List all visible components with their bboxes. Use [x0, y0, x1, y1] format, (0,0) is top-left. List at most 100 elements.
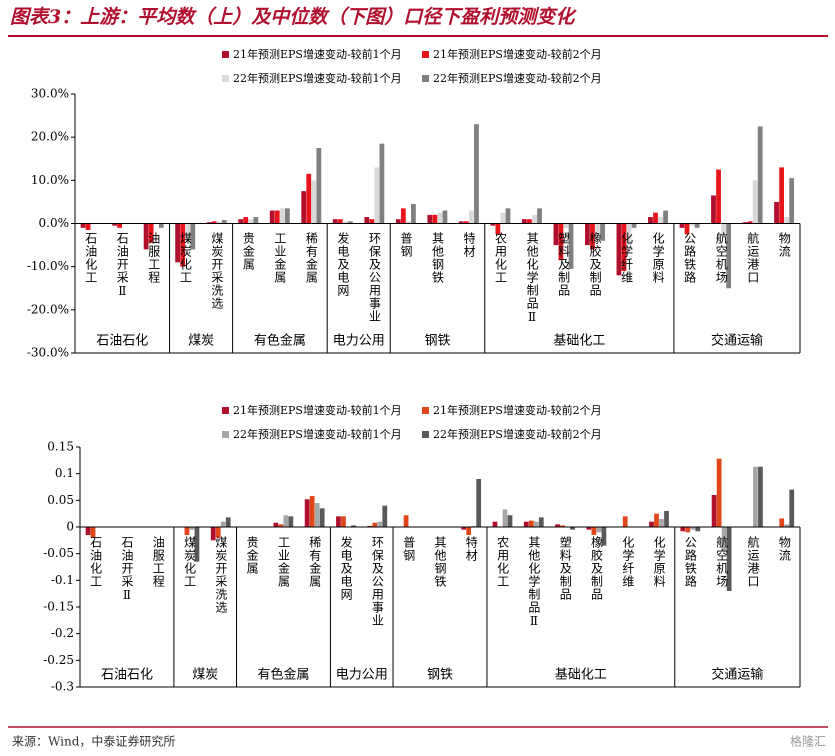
bar	[774, 201, 779, 224]
bar	[528, 520, 534, 527]
bar	[210, 527, 216, 541]
group-label: 钢铁	[427, 668, 453, 683]
x-tick-label: 煤炭开采洗选	[214, 536, 228, 614]
bar	[314, 503, 320, 527]
bar	[726, 527, 732, 591]
bar	[112, 223, 117, 226]
y-tick-label: 0.05	[47, 493, 74, 507]
x-tick-label: 农用化工	[494, 232, 508, 284]
bar	[117, 223, 123, 228]
bar	[311, 180, 317, 224]
bar	[143, 223, 149, 250]
y-tick-label: 20.0%	[31, 130, 69, 144]
bar	[532, 214, 537, 224]
bar	[591, 527, 597, 535]
bar	[716, 458, 722, 527]
legend-label: 21年预测EPS增速变动-较前2个月	[433, 403, 602, 417]
y-tick-label: -0.15	[43, 600, 74, 614]
bar	[747, 221, 753, 224]
bar	[758, 466, 763, 527]
x-tick-label: 贵金属	[241, 232, 255, 271]
group-label: 交通运输	[711, 333, 763, 349]
bar	[85, 223, 91, 230]
bar	[694, 223, 700, 228]
bar	[679, 223, 685, 228]
bar	[225, 517, 231, 527]
bar	[590, 223, 595, 250]
x-tick-label: 化学原料	[651, 232, 665, 284]
bar	[180, 223, 186, 267]
y-tick-label: 10.0%	[31, 173, 69, 187]
legend-label: 22年预测EPS增速变动-较前1个月	[233, 427, 402, 441]
bar	[377, 521, 383, 527]
x-tick-label: 化学纤维	[620, 232, 634, 284]
bar	[301, 191, 307, 224]
bar	[411, 204, 416, 224]
bar	[474, 124, 479, 224]
legend-label: 22年预测EPS增速变动-较前2个月	[433, 71, 602, 85]
bar	[427, 214, 433, 224]
x-tick-label: 煤炭化工	[178, 232, 192, 284]
bar	[595, 223, 600, 235]
bar	[306, 173, 312, 224]
bar	[537, 208, 542, 224]
bar	[659, 519, 664, 527]
bar	[184, 527, 190, 535]
group-label: 电力公用	[336, 668, 388, 683]
bar	[463, 221, 469, 224]
legend-label: 22年预测EPS增速变动-较前1个月	[233, 71, 402, 85]
bar	[185, 223, 191, 241]
bar	[560, 525, 565, 527]
bar	[753, 466, 758, 527]
x-tick-label: 发电及电网	[339, 535, 353, 601]
legend-swatch	[222, 431, 229, 438]
x-tick-label: 油服工程	[147, 232, 161, 284]
legend-label: 21年预测EPS增速变动-较前1个月	[233, 47, 402, 61]
x-tick-label: 工业金属	[276, 536, 290, 588]
x-tick-label: 稀有金属	[304, 232, 318, 284]
bar	[490, 223, 496, 226]
group-label: 煤炭	[192, 668, 218, 683]
bar	[458, 221, 464, 224]
page-title: 图表3：上游：平均数（上）及中位数（下图）口径下盈利预测变化	[10, 6, 577, 28]
bar	[558, 223, 564, 261]
bar	[220, 521, 226, 527]
group-label: 交通运输	[711, 667, 763, 683]
bar	[784, 217, 790, 224]
bar	[248, 219, 254, 224]
x-tick-label: 其他钢铁	[431, 232, 445, 284]
bar	[757, 126, 763, 224]
bar	[570, 527, 575, 530]
bar	[175, 223, 181, 263]
bar	[492, 521, 498, 527]
bar	[190, 223, 196, 250]
bar	[648, 217, 653, 224]
bar	[616, 223, 622, 276]
group-label: 石油石化	[101, 668, 153, 683]
x-tick-label: 石油开采Ⅱ	[120, 536, 134, 603]
bar	[85, 527, 91, 535]
x-tick-label: 环保及公用事业	[370, 536, 384, 627]
x-tick-label: 特材	[464, 535, 478, 562]
bar	[553, 223, 559, 246]
x-tick-label: 橡胶及制品	[590, 536, 604, 601]
bar	[500, 212, 506, 224]
x-tick-label: 橡胶及制品	[588, 232, 602, 297]
bar	[309, 496, 315, 527]
bar	[789, 178, 795, 224]
bar	[726, 223, 732, 289]
bar	[621, 223, 627, 271]
bar	[400, 208, 406, 224]
x-tick-label: 普钢	[399, 232, 413, 258]
bar	[502, 509, 508, 527]
y-tick-label: 30.0%	[31, 87, 69, 101]
watermark: 格隆汇	[790, 734, 826, 749]
bar	[341, 516, 346, 527]
group-label: 基础化工	[553, 334, 605, 349]
bar	[779, 167, 784, 224]
bar	[527, 219, 532, 224]
bar	[304, 499, 310, 527]
x-tick-label: 石油化工	[89, 536, 103, 588]
legend-label: 21年预测EPS增速变动-较前1个月	[233, 403, 402, 417]
bar	[784, 524, 790, 527]
